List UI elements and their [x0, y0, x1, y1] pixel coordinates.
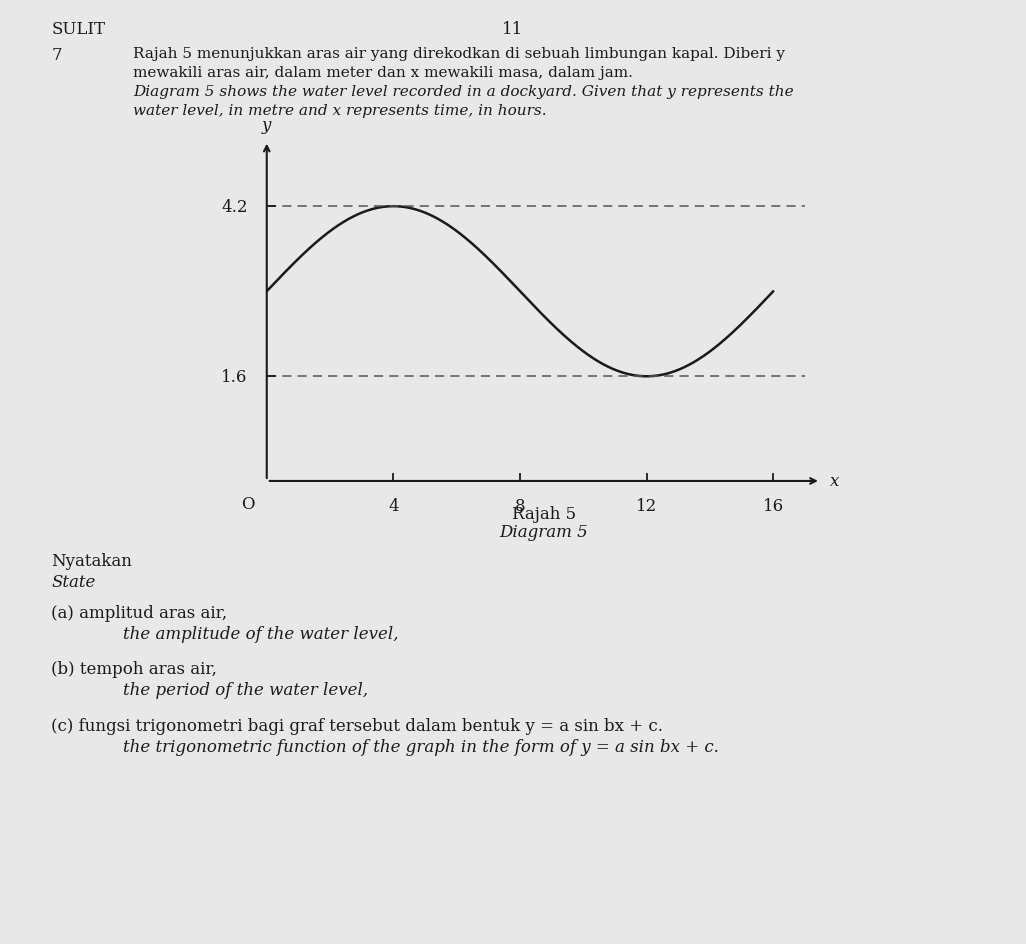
Text: y: y	[262, 117, 272, 134]
Text: (c) fungsi trigonometri bagi graf tersebut dalam bentuk y = a sin bx + c.: (c) fungsi trigonometri bagi graf terseb…	[51, 717, 663, 734]
Text: (b) tempoh aras air,: (b) tempoh aras air,	[51, 661, 218, 678]
Text: 1.6: 1.6	[222, 368, 247, 385]
Text: water level, in metre and x represents time, in hours.: water level, in metre and x represents t…	[133, 104, 547, 118]
Text: (a) amplitud aras air,: (a) amplitud aras air,	[51, 604, 228, 621]
Text: SULIT: SULIT	[51, 21, 106, 38]
Text: 4.2: 4.2	[222, 198, 247, 215]
Text: 12: 12	[636, 497, 658, 514]
Text: 4: 4	[388, 497, 399, 514]
Text: the period of the water level,: the period of the water level,	[123, 682, 368, 699]
Text: 16: 16	[762, 497, 784, 514]
Text: Rajah 5 menunjukkan aras air yang direkodkan di sebuah limbungan kapal. Diberi y: Rajah 5 menunjukkan aras air yang direko…	[133, 47, 785, 61]
Text: 11: 11	[503, 21, 523, 38]
Text: Nyatakan: Nyatakan	[51, 552, 132, 569]
Text: the amplitude of the water level,: the amplitude of the water level,	[123, 625, 399, 642]
Text: State: State	[51, 573, 95, 590]
Text: Diagram 5: Diagram 5	[500, 523, 588, 540]
Text: O: O	[241, 496, 254, 513]
Text: mewakili aras air, dalam meter dan x mewakili masa, dalam jam.: mewakili aras air, dalam meter dan x mew…	[133, 66, 633, 80]
Text: the trigonometric function of the graph in the form of y = a sin bx + c.: the trigonometric function of the graph …	[123, 738, 719, 755]
Text: 7: 7	[51, 47, 62, 64]
Text: 8: 8	[515, 497, 525, 514]
Text: x: x	[830, 473, 839, 490]
Text: Rajah 5: Rajah 5	[512, 505, 576, 522]
Text: Diagram 5 shows the water level recorded in a dockyard. Given that y represents : Diagram 5 shows the water level recorded…	[133, 85, 794, 99]
